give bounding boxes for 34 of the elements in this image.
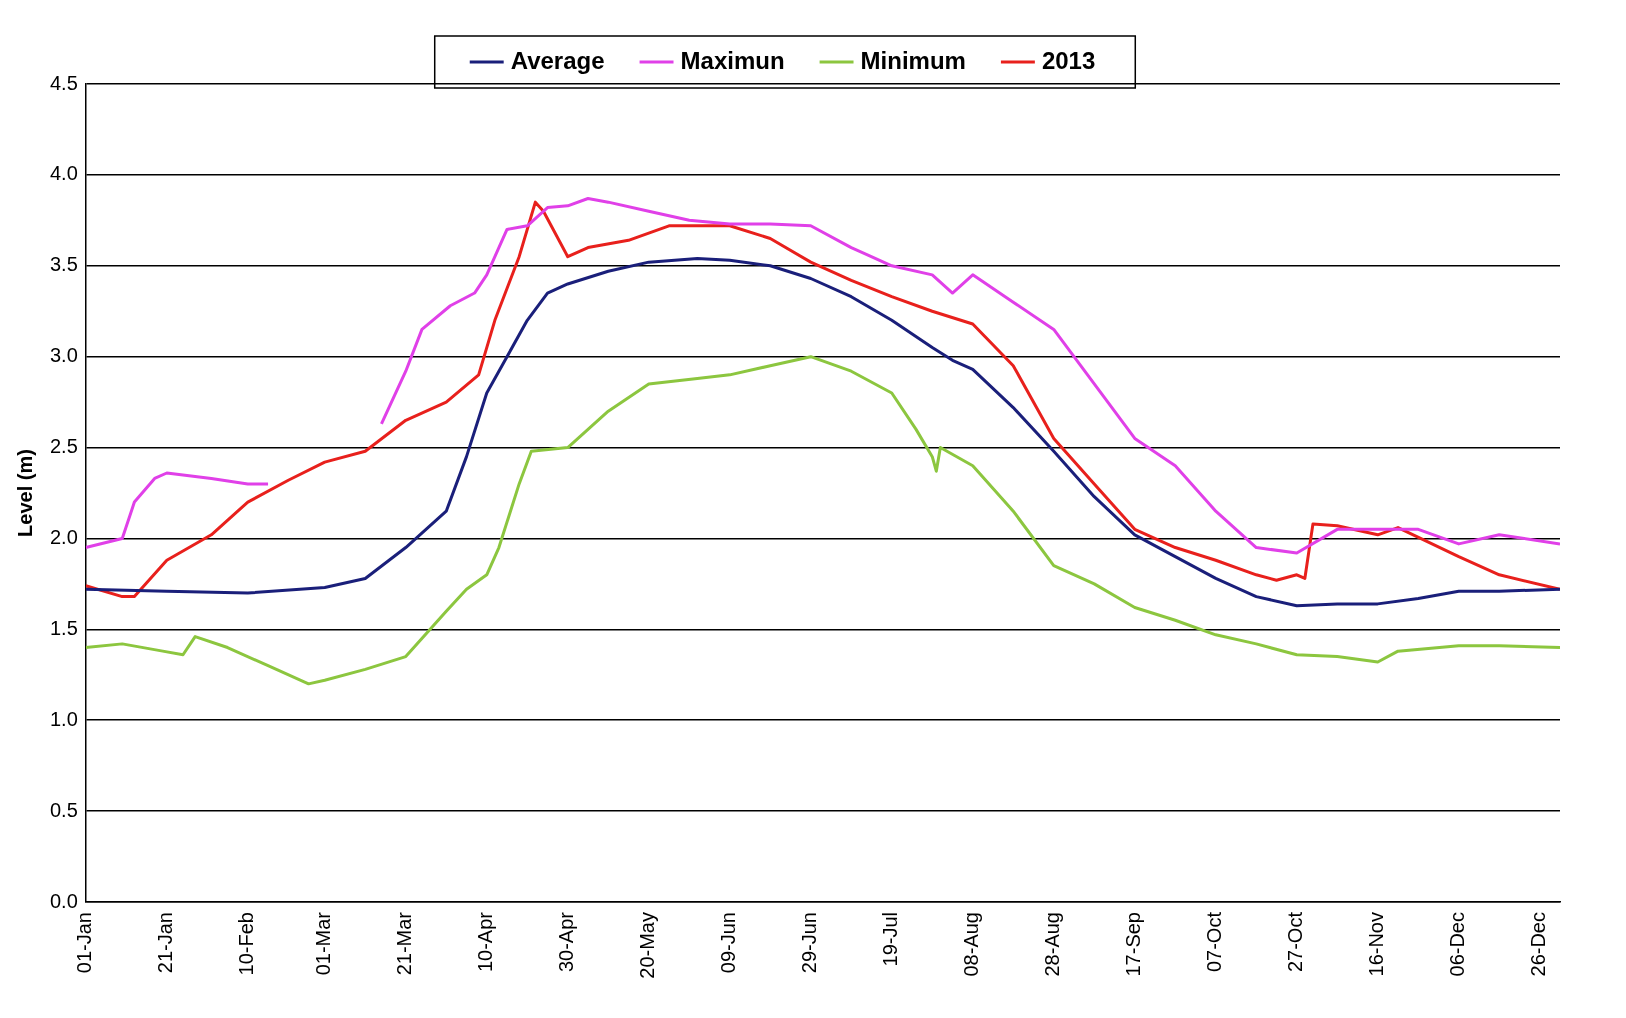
y-tick-label: 2.5 xyxy=(49,435,78,458)
x-tick-label: 10-Feb xyxy=(235,912,258,976)
y-tick-label: 4.0 xyxy=(49,162,78,185)
x-tick-label: 19-Jul xyxy=(879,912,902,967)
x-tick-label: 07-Oct xyxy=(1203,911,1226,973)
legend-label: Minimum xyxy=(860,46,966,74)
legend-label: Average xyxy=(510,46,605,74)
x-tick-label: 30-Apr xyxy=(555,911,578,973)
legend-label: 2013 xyxy=(1041,46,1096,74)
x-tick-label: 17-Sep xyxy=(1122,912,1145,977)
y-tick-label: 3.5 xyxy=(49,253,78,276)
x-tick-label: 28-Aug xyxy=(1041,912,1064,977)
x-tick-label: 09-Jun xyxy=(717,912,740,974)
y-tick-label: 0.5 xyxy=(49,798,78,821)
x-tick-label: 26-Dec xyxy=(1527,912,1550,977)
x-tick-label: 21-Jan xyxy=(154,912,177,974)
x-tick-label: 01-Mar xyxy=(312,911,335,976)
y-tick-label: 3.0 xyxy=(49,344,78,367)
x-tick-label: 01-Jan xyxy=(73,912,96,974)
y-tick-label: 2.0 xyxy=(49,525,78,548)
x-tick-label: 08-Aug xyxy=(960,912,983,977)
y-tick-label: 0.0 xyxy=(49,889,78,912)
x-tick-label: 16-Nov xyxy=(1365,912,1388,977)
x-tick-label: 06-Dec xyxy=(1446,912,1469,977)
y-tick-label: 1.0 xyxy=(49,707,78,730)
y-axis-title: Level (m) xyxy=(13,449,36,537)
x-tick-label: 27-Oct xyxy=(1284,911,1307,973)
x-tick-label: 20-May xyxy=(636,912,659,979)
legend-label: Maximun xyxy=(680,46,785,74)
y-tick-label: 1.5 xyxy=(49,616,78,639)
x-tick-label: 21-Mar xyxy=(393,911,416,976)
x-tick-label: 10-Apr xyxy=(474,911,497,973)
y-tick-label: 4.5 xyxy=(49,71,78,94)
x-tick-label: 29-Jun xyxy=(798,912,821,974)
